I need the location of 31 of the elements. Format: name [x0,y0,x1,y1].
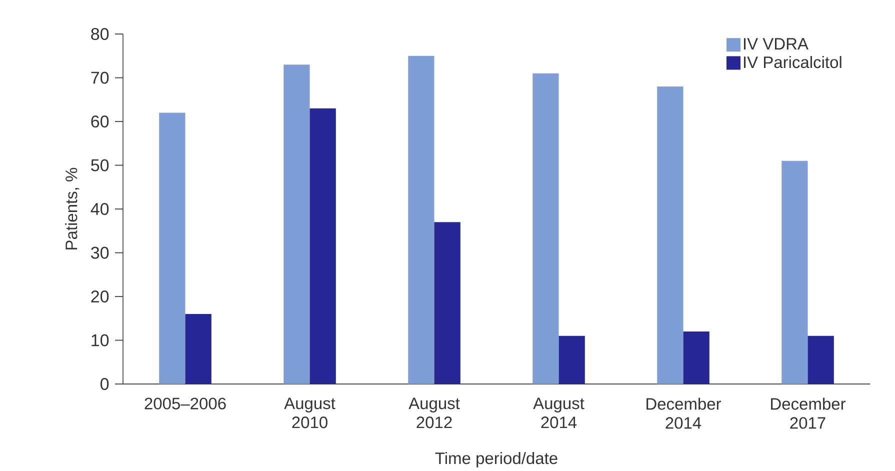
x-tick-label: December 2014 [646,398,722,429]
bar [683,332,710,384]
y-tick-label: 70 [91,72,109,84]
bar [782,160,808,384]
bar [434,222,460,384]
y-tick-label: 60 [91,115,109,128]
bar [408,56,434,384]
bar [284,64,310,384]
y-tick-label: 30 [91,246,109,259]
legend-label: IV Paricalcitol [744,56,842,68]
y-tick-label: 0 [100,378,109,390]
legend-label: IV VDRA [744,38,808,50]
y-axis-title: Patients, % [65,168,80,250]
x-tick-label: 2005–2006 [144,398,226,410]
bar [532,73,559,384]
y-tick-label: 40 [90,202,109,216]
x-tick-label: August 2014 [533,398,584,428]
x-tick-label: August 2010 [284,398,336,428]
y-tick-label: 20 [91,290,109,303]
bar [808,336,834,384]
x-tick-label: August 2012 [408,398,460,428]
y-tick-label: 80 [91,28,109,40]
bar [310,108,336,384]
bar [185,314,212,384]
bar [159,112,186,384]
x-tick-label: December 2017 [771,398,846,429]
x-axis-title: Time period/date [435,452,558,468]
bar [558,336,585,384]
y-tick-label: 10 [92,334,109,346]
y-tick-label: 50 [91,159,109,172]
bar [657,86,684,384]
